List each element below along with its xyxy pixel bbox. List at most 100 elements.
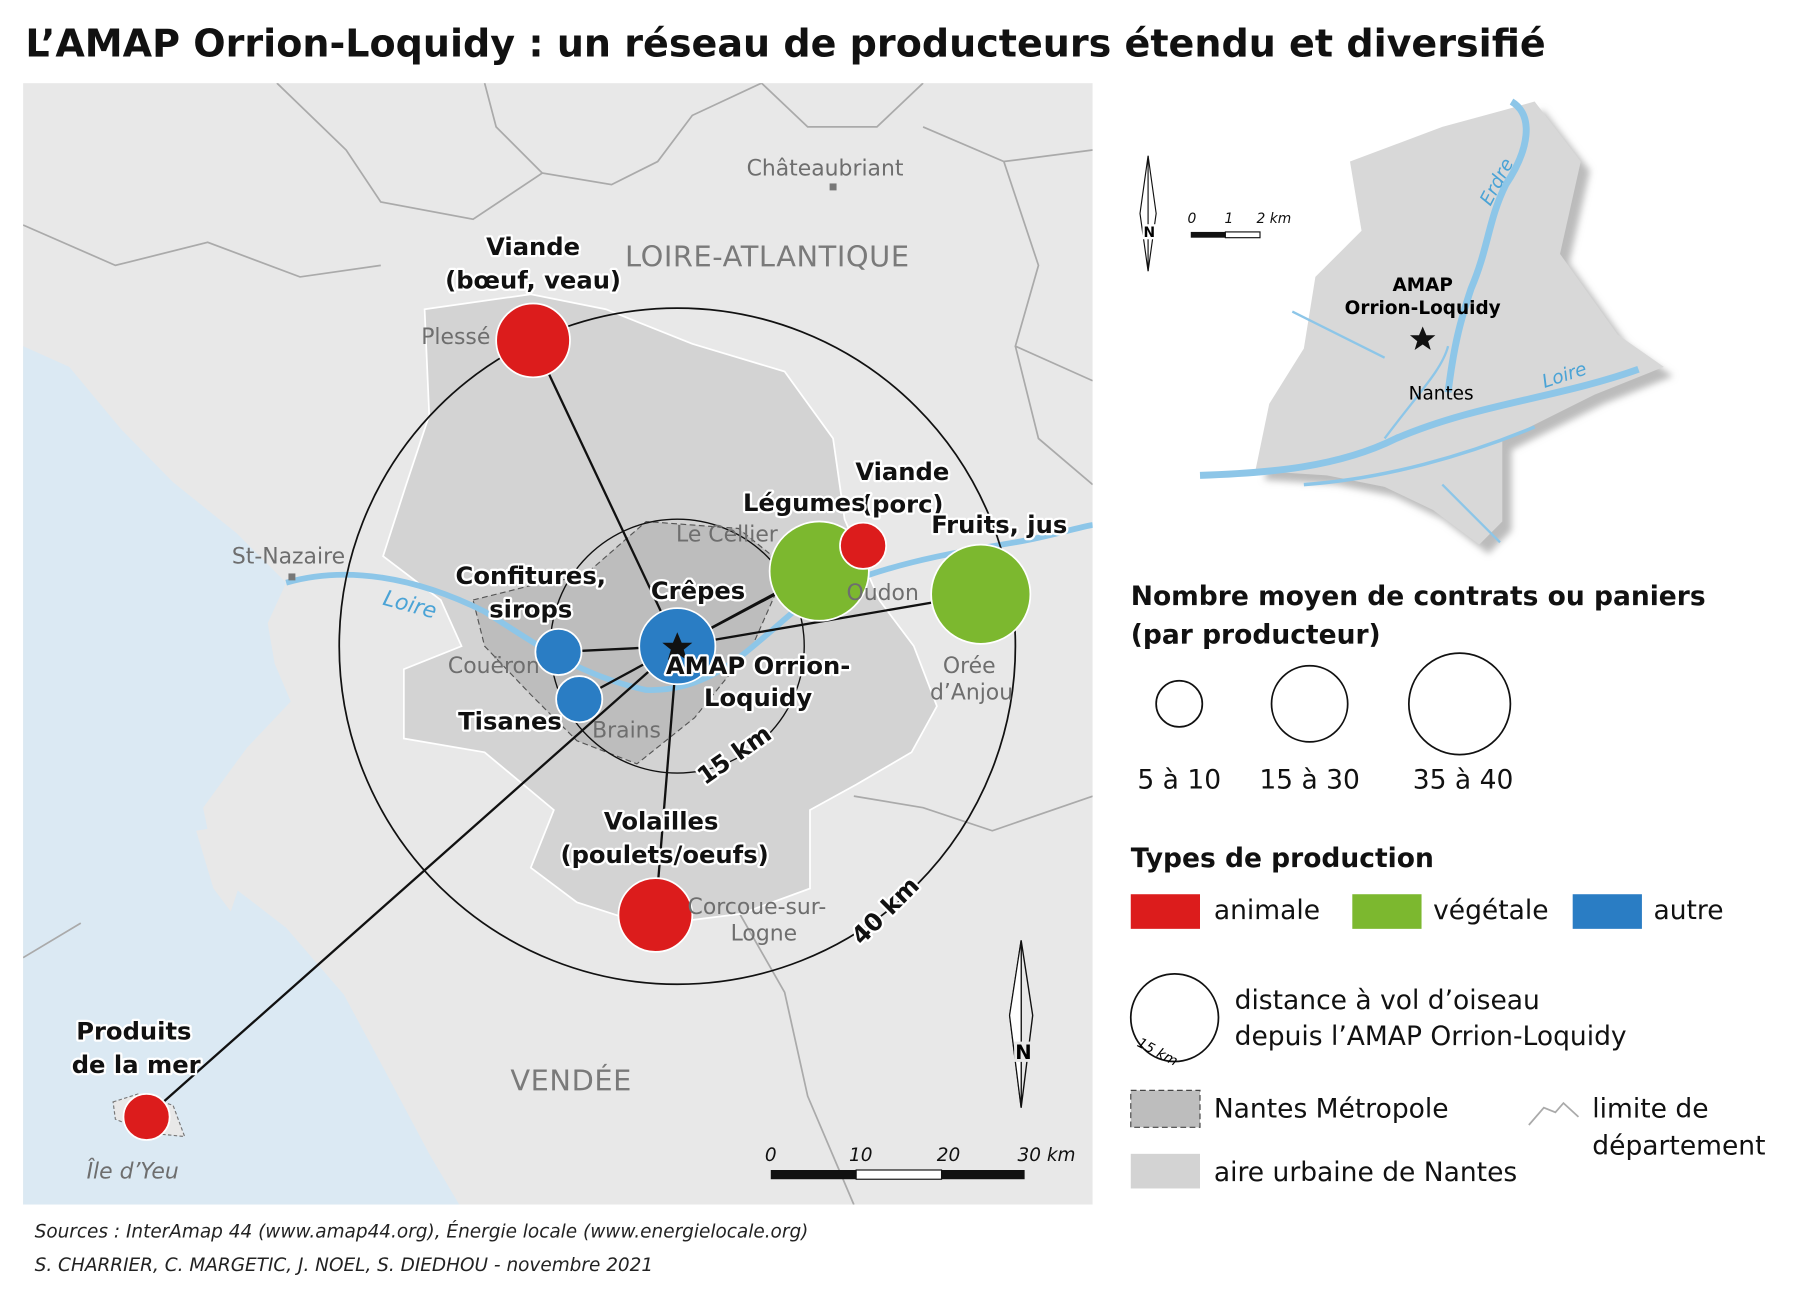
label: depuis l’AMAP Orrion-Loquidy: [1235, 1021, 1627, 1052]
label: 10: [849, 1145, 872, 1166]
label: (poulets/oeufs): [561, 841, 769, 869]
label: 5 à 10: [1137, 765, 1221, 796]
label: (bœuf, veau): [445, 267, 621, 295]
label: LOIRE-ATLANTIQUE: [625, 239, 910, 273]
label: N: [1143, 225, 1155, 241]
scale-bar: [855, 1169, 943, 1180]
label: AMAP Orrion-: [666, 652, 850, 680]
town-marker: [829, 183, 837, 191]
label: Brains: [592, 719, 661, 744]
map-shape: [534, 627, 583, 676]
label: 0: [765, 1145, 777, 1166]
scale-bar: [770, 1170, 857, 1180]
label: 15 à 30: [1259, 765, 1360, 796]
label: Types de production: [1131, 843, 1434, 874]
label: Orrion-Loquidy: [1345, 298, 1501, 319]
credits: S. CHARRIER, C. MARGETIC, J. NOEL, S. DI…: [35, 1255, 654, 1276]
legend-swatch: [1352, 894, 1422, 929]
label: (porc): [861, 490, 943, 518]
department-border: [23, 83, 1093, 1205]
label: VENDÉE: [510, 1063, 632, 1097]
map-shape: [122, 1092, 171, 1141]
loire-river: [285, 522, 1093, 693]
map-shape: [839, 521, 888, 570]
label: Orée: [943, 654, 996, 679]
star: [1410, 326, 1436, 350]
legend: Nombre moyen de contrats ou paniers (par…: [1129, 581, 1765, 1189]
map-shape: [145, 645, 679, 1118]
label: Viande: [486, 233, 580, 261]
label: aire urbaine de Nantes: [1214, 1157, 1517, 1188]
map-shape: [532, 339, 679, 647]
main-map: Châteaubriant LOIRE-ATLANTIQUE Plessé St…: [23, 83, 1093, 1205]
label: Produits: [76, 1018, 191, 1046]
label: Confitures,: [456, 562, 606, 590]
island: [196, 825, 249, 912]
label: Le Cellier: [676, 522, 778, 547]
label: Corcoue-sur-: [688, 895, 827, 920]
legend-swatch: [1130, 894, 1200, 929]
source: Sources : InterAmap 44 (www.amap44.org),…: [35, 1220, 809, 1242]
legend-size-circle: [1270, 664, 1349, 743]
legend-swatch: [1130, 1153, 1200, 1189]
map-shape: [555, 675, 604, 724]
north-arrow: [1139, 155, 1149, 272]
label: limite de: [1592, 1094, 1708, 1125]
label: Fruits, jus: [931, 511, 1067, 539]
label: Tisanes: [458, 707, 562, 735]
scale-bar: [1190, 231, 1226, 238]
map-shape: [1291, 310, 1501, 544]
legend-ring: [1129, 972, 1220, 1063]
label: de la mer: [72, 1051, 201, 1079]
map-shape: [1444, 98, 1530, 393]
label: Viande: [855, 458, 949, 486]
map-shape: [617, 877, 694, 953]
producer-circles: [122, 302, 1032, 1141]
label: Oudon: [847, 581, 919, 606]
label: animale: [1214, 895, 1320, 926]
town-marker: [288, 573, 296, 581]
label: Logne: [731, 922, 798, 947]
label: département: [1592, 1130, 1765, 1161]
legend-border-line: [1528, 1101, 1580, 1126]
label: N: [1015, 1041, 1031, 1064]
legend-swatch: [1130, 1089, 1201, 1128]
map-shape: [495, 302, 571, 379]
legend-swatch: [1572, 894, 1642, 929]
map-shape: [1199, 365, 1640, 479]
label: Île d’Yeu: [87, 1158, 179, 1184]
scale-bar: [941, 1170, 1025, 1180]
label: Plessé: [421, 325, 490, 350]
label: Châteaubriant: [747, 157, 904, 182]
title: L’AMAP Orrion-Loquidy : un réseau de pro…: [25, 22, 1545, 66]
label: autre: [1653, 895, 1723, 926]
scale-bar: [1224, 231, 1261, 239]
label: (par producteur): [1131, 619, 1381, 650]
legend-size-circle: [1407, 652, 1512, 756]
label: d’Anjou: [930, 680, 1013, 705]
label: Nantes Métropole: [1214, 1094, 1449, 1125]
inset-rivers: [1199, 98, 1640, 544]
inset-map: AMAP Orrion-Loquidy Nantes Erdre Loire N…: [1139, 98, 1664, 545]
label: sirops: [489, 595, 572, 623]
star: [662, 632, 693, 660]
north-arrow: [1147, 155, 1157, 272]
label: 20: [937, 1145, 960, 1166]
ring-40km: [338, 307, 1017, 986]
label: 0: [1188, 211, 1197, 227]
label: Nantes: [1409, 384, 1474, 405]
label: Crêpes: [651, 577, 745, 605]
label: Nombre moyen de contrats ou paniers: [1131, 581, 1706, 612]
legend-size-circle: [1155, 679, 1204, 728]
label: Légumes: [743, 489, 866, 517]
label: 2 km: [1257, 211, 1292, 227]
sea: [23, 346, 460, 1205]
label: 30 km: [1018, 1145, 1076, 1166]
label: Volailles: [604, 808, 718, 836]
label: AMAP: [1392, 275, 1452, 296]
label: Couëron: [448, 654, 540, 679]
map-shape: [1303, 425, 1536, 487]
label: distance à vol d’oiseau: [1235, 985, 1540, 1016]
map-shape: [930, 543, 1032, 645]
